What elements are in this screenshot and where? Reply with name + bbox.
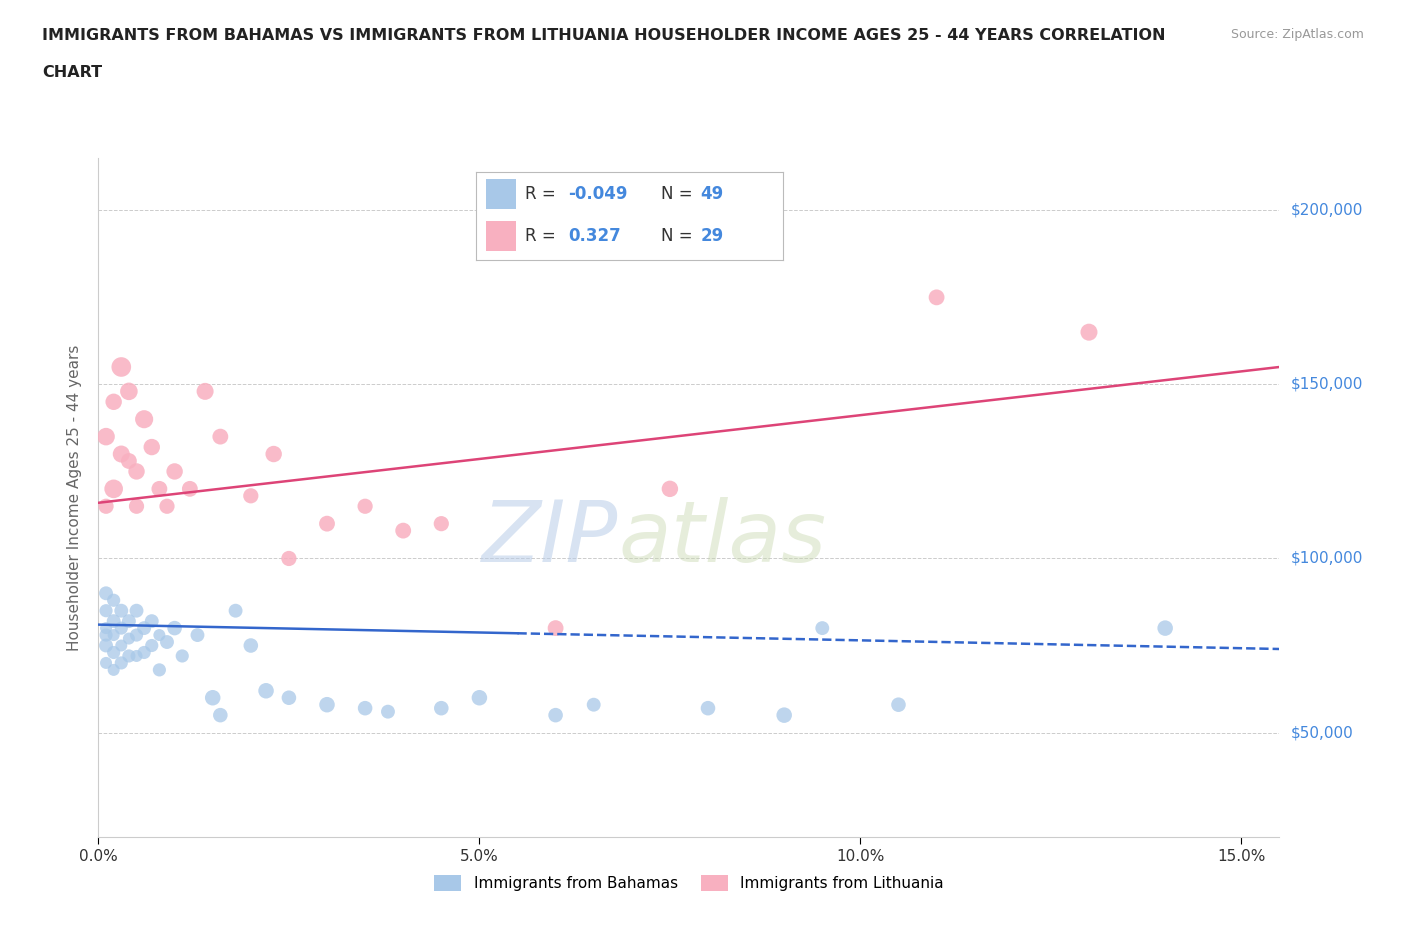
Text: Source: ZipAtlas.com: Source: ZipAtlas.com (1230, 28, 1364, 41)
Point (103, 482, 125, 497)
Point (125, 464, 148, 479)
Point (430, 516, 453, 531)
Point (209, 708, 232, 723)
Point (773, 708, 796, 723)
Point (110, 620, 132, 635)
Text: IMMIGRANTS FROM BAHAMAS VS IMMIGRANTS FROM LITHUANIA HOUSEHOLDER INCOME AGES 25 : IMMIGRANTS FROM BAHAMAS VS IMMIGRANTS FR… (42, 28, 1166, 43)
Point (94, 498, 117, 513)
Text: $50,000: $50,000 (1291, 725, 1354, 740)
Point (110, 360, 132, 375)
Point (354, 498, 377, 513)
Point (377, 704, 399, 719)
Point (141, 440, 163, 455)
Text: CHART: CHART (42, 65, 103, 80)
Point (110, 446, 132, 461)
Point (392, 524, 415, 538)
Legend: Immigrants from Bahamas, Immigrants from Lithuania: Immigrants from Bahamas, Immigrants from… (427, 869, 950, 897)
Point (134, 645, 156, 660)
Text: $200,000: $200,000 (1291, 203, 1362, 218)
Point (125, 604, 148, 618)
Point (148, 482, 170, 497)
Point (1154, 620, 1177, 635)
Point (134, 620, 156, 635)
Point (239, 638, 262, 653)
Point (94, 429, 117, 444)
Point (94, 638, 117, 653)
Point (156, 498, 179, 513)
Point (125, 648, 148, 663)
Bar (485, 221, 516, 251)
Text: $150,000: $150,000 (1291, 377, 1362, 392)
Text: R =: R = (526, 227, 561, 246)
Point (94, 604, 117, 618)
Point (811, 620, 834, 635)
Text: 29: 29 (700, 227, 724, 246)
Point (141, 614, 163, 629)
Text: $100,000: $100,000 (1291, 551, 1362, 566)
Point (179, 482, 201, 497)
Point (582, 698, 605, 712)
Point (316, 698, 339, 712)
Point (118, 384, 141, 399)
Point (156, 634, 179, 649)
Text: N =: N = (661, 227, 697, 246)
Point (103, 662, 125, 677)
Point (186, 628, 208, 643)
Point (94, 620, 117, 635)
Point (134, 412, 156, 427)
Point (225, 604, 247, 618)
Point (148, 628, 170, 643)
Text: N =: N = (661, 185, 697, 203)
Point (118, 454, 141, 469)
Point (118, 631, 141, 646)
Point (118, 614, 141, 629)
Point (925, 290, 948, 305)
Point (148, 662, 170, 677)
Text: 0.327: 0.327 (568, 227, 621, 246)
Point (94, 586, 117, 601)
Point (1078, 325, 1101, 339)
Point (110, 604, 132, 618)
Point (354, 700, 377, 715)
Text: R =: R = (526, 185, 561, 203)
Point (94, 656, 117, 671)
Point (209, 429, 232, 444)
Point (194, 384, 217, 399)
Point (163, 464, 186, 479)
Point (430, 700, 453, 715)
Point (544, 708, 567, 723)
Point (94, 628, 117, 643)
Bar (485, 179, 516, 208)
Point (110, 638, 132, 653)
Point (125, 628, 148, 643)
Point (103, 394, 125, 409)
Y-axis label: Householder Income Ages 25 - 44 years: Householder Income Ages 25 - 44 years (66, 344, 82, 651)
Text: ZIP: ZIP (482, 497, 619, 579)
Point (316, 516, 339, 531)
Point (263, 446, 285, 461)
Point (697, 700, 720, 715)
Point (239, 488, 262, 503)
Point (110, 656, 132, 671)
Point (201, 690, 224, 705)
Point (887, 698, 910, 712)
Point (172, 648, 194, 663)
Point (163, 620, 186, 635)
Text: -0.049: -0.049 (568, 185, 628, 203)
Point (125, 498, 148, 513)
Point (277, 690, 299, 705)
Point (658, 482, 681, 497)
Point (103, 614, 125, 629)
Point (103, 628, 125, 643)
Point (103, 592, 125, 607)
Point (118, 648, 141, 663)
Point (544, 620, 567, 635)
Point (141, 638, 163, 653)
Text: 49: 49 (700, 185, 724, 203)
Point (468, 690, 491, 705)
Point (254, 684, 277, 698)
Point (103, 645, 125, 660)
Text: atlas: atlas (619, 497, 827, 579)
Point (277, 551, 299, 566)
